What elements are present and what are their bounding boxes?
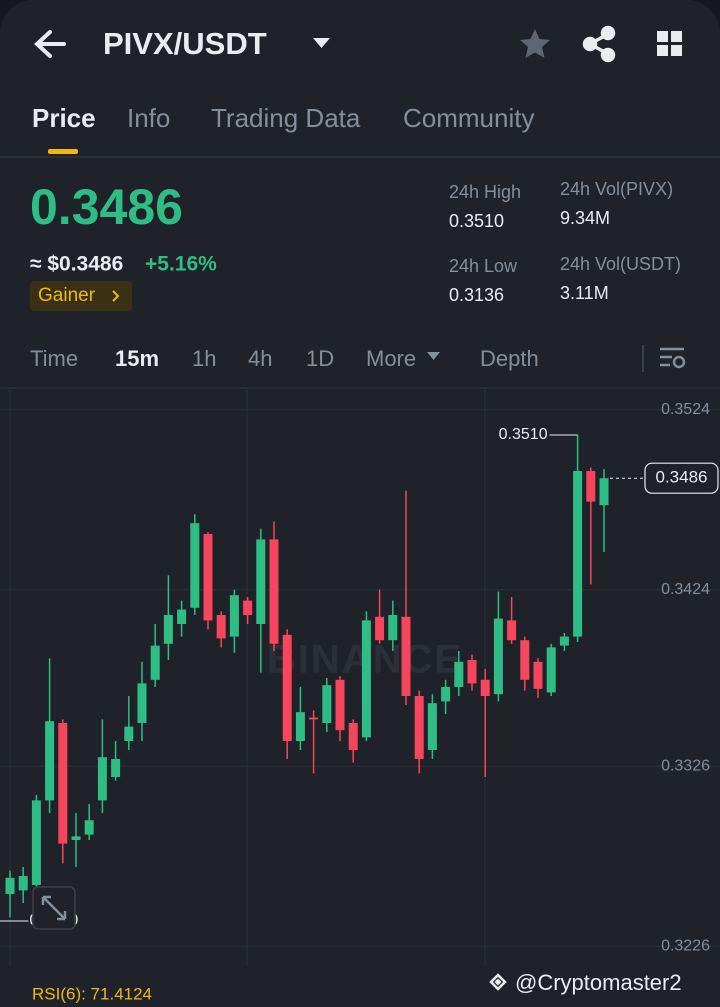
- interval[interactable]: 1D: [306, 346, 334, 371]
- tab-indicator: [48, 149, 78, 154]
- gainer-badge[interactable]: [30, 281, 132, 311]
- candle-body: [229, 595, 239, 637]
- candle-body: [388, 615, 398, 641]
- candle-body: [375, 616, 385, 641]
- stat-label: 24h High: [449, 182, 521, 202]
- candle-body: [177, 609, 187, 624]
- candle-body: [269, 539, 279, 644]
- candle-body: [256, 539, 266, 624]
- candle-body: [361, 620, 371, 738]
- candle-body: [97, 757, 107, 801]
- chart-settings-icon[interactable]: [660, 347, 686, 369]
- credit-logo: [489, 973, 507, 991]
- tab[interactable]: Trading Data: [211, 103, 361, 133]
- candle-body: [335, 679, 345, 731]
- interval[interactable]: Depth: [480, 346, 539, 371]
- candle-body: [467, 660, 477, 684]
- candle-body: [163, 615, 173, 644]
- candle-body: [84, 820, 94, 835]
- candle-body: [322, 685, 332, 723]
- candle-body: [480, 679, 490, 696]
- y-tick-label: 0.3326: [661, 757, 710, 774]
- candle-body: [111, 759, 121, 777]
- candle-body: [546, 647, 556, 693]
- candle-body: [58, 723, 68, 844]
- rsi-indicator: RSI(6): 71.4124: [32, 984, 152, 1003]
- high-label: 0.3510: [499, 426, 548, 443]
- y-tick-label: 0.3226: [661, 937, 710, 954]
- candle-body: [533, 661, 543, 689]
- last-price: 0.3486: [30, 179, 183, 235]
- candle-body: [493, 618, 503, 695]
- candle-body: [454, 661, 464, 687]
- candle-body: [71, 836, 81, 840]
- interval[interactable]: More: [366, 346, 416, 371]
- expand-button[interactable]: [32, 886, 76, 930]
- y-tick-label: 0.3424: [661, 581, 710, 598]
- interval[interactable]: 1h: [192, 346, 216, 371]
- last-price-label: 0.3486: [656, 468, 708, 487]
- candle-body: [282, 634, 292, 741]
- candle-body: [295, 712, 305, 741]
- favorite-icon[interactable]: [520, 29, 550, 58]
- interval[interactable]: 15m: [115, 346, 159, 371]
- interval[interactable]: 4h: [248, 346, 272, 371]
- candle-body: [137, 683, 147, 723]
- candlestick-chart: 0.35240.34240.33260.3226BINANCE0.35100.3…: [0, 390, 720, 966]
- price-change: +5.16%: [145, 253, 217, 276]
- candle-body: [124, 726, 134, 741]
- candle-body: [190, 523, 200, 608]
- candle-body: [45, 721, 55, 801]
- candle-body: [520, 640, 530, 680]
- candle-body: [414, 696, 424, 759]
- stat-value: 9.34M: [560, 208, 610, 228]
- stat-value: 0.3510: [449, 211, 504, 231]
- last-price-box: [644, 462, 719, 494]
- candle-body: [599, 478, 609, 506]
- tab[interactable]: Community: [403, 103, 534, 133]
- tab[interactable]: Info: [127, 103, 170, 133]
- stat-label: 24h Low: [449, 256, 518, 276]
- more-dropdown[interactable]: [427, 352, 440, 360]
- background-fill: [0, 40, 720, 1007]
- candle-body: [216, 615, 226, 639]
- candle-body: [348, 723, 358, 750]
- candle-body: [401, 616, 411, 696]
- interval[interactable]: Time: [30, 346, 78, 371]
- candle-body: [507, 620, 517, 641]
- candle-body: [559, 636, 569, 646]
- stat-value: 3.11M: [560, 283, 609, 303]
- candle-body: [243, 600, 253, 615]
- pair-title[interactable]: PIVX/USDT: [103, 26, 267, 61]
- usd-price: ≈ $0.3486: [30, 253, 123, 276]
- tab[interactable]: Price: [32, 103, 96, 133]
- pair-dropdown[interactable]: [313, 38, 330, 48]
- stat-label: 24h Vol(USDT): [560, 254, 681, 274]
- candle-body: [427, 703, 437, 750]
- share-icon[interactable]: [582, 25, 616, 63]
- candle-body: [586, 471, 596, 502]
- candle-body: [441, 687, 451, 702]
- candle-body: [150, 645, 160, 680]
- stat-value: 0.3136: [449, 285, 504, 305]
- back-button[interactable]: [34, 30, 66, 58]
- credit: @Cryptomaster2: [515, 970, 682, 995]
- badge-chevron[interactable]: [112, 290, 120, 302]
- layout-icon[interactable]: [657, 31, 682, 56]
- y-tick-label: 0.3524: [661, 401, 710, 418]
- stat-label: 24h Vol(PIVX): [560, 179, 673, 199]
- candle-body: [203, 534, 213, 621]
- candle-body: [5, 877, 15, 894]
- candle-body: [309, 717, 319, 720]
- candle-body: [573, 471, 583, 637]
- candle-body: [18, 876, 28, 891]
- candle-body: [31, 800, 41, 885]
- badge-text[interactable]: Gainer: [38, 285, 96, 306]
